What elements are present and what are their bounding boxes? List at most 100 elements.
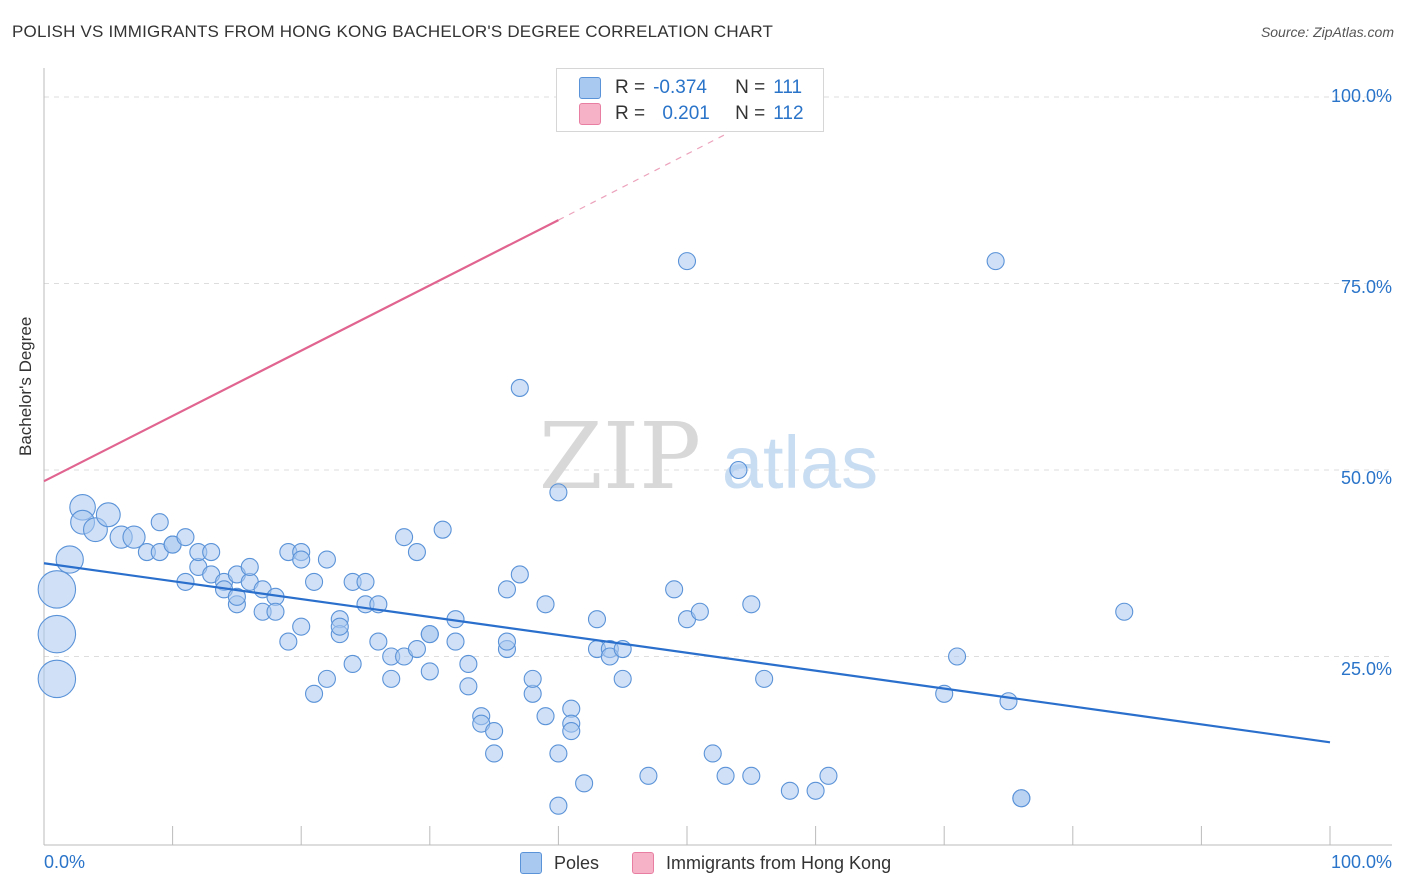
poles-point bbox=[549, 796, 568, 815]
poles-point bbox=[729, 460, 748, 480]
poles-legend-swatch bbox=[520, 852, 542, 874]
poles-point bbox=[690, 602, 709, 621]
trend-lines bbox=[43, 133, 1331, 744]
n-value-hk: 112 bbox=[773, 103, 804, 124]
poles-point bbox=[523, 669, 542, 688]
poles-point bbox=[279, 632, 298, 651]
poles-point bbox=[356, 572, 375, 591]
poles-legend-label: Poles bbox=[554, 852, 600, 873]
poles-point bbox=[613, 669, 632, 688]
n-label: N = bbox=[735, 103, 766, 124]
poles-point bbox=[227, 587, 246, 606]
poles-point bbox=[150, 513, 169, 532]
poles-point bbox=[986, 252, 1005, 271]
stats-legend: R = -0.374 N = 111 R = 0.201 N = 112 bbox=[556, 68, 824, 132]
y-tick-100: 100.0% bbox=[1330, 86, 1392, 106]
poles-point bbox=[433, 520, 452, 539]
poles-point bbox=[305, 684, 324, 703]
poles-point bbox=[240, 557, 259, 577]
poles-point bbox=[549, 744, 568, 763]
poles-point bbox=[292, 617, 311, 636]
series-legend: Poles Immigrants from Hong Kong bbox=[0, 852, 1406, 876]
chart-title: POLISH VS IMMIGRANTS FROM HONG KONG BACH… bbox=[12, 22, 774, 41]
poles-point bbox=[395, 528, 414, 547]
poles-swatch bbox=[579, 77, 601, 99]
source-credit: Source: ZipAtlas.com bbox=[1260, 24, 1394, 40]
poles-trend-line bbox=[43, 562, 1331, 744]
poles-point bbox=[317, 550, 336, 569]
poles-point bbox=[266, 602, 285, 621]
poles-point bbox=[459, 654, 478, 674]
n-value-poles: 111 bbox=[773, 77, 803, 98]
poles-point bbox=[497, 580, 517, 599]
poles-point bbox=[742, 595, 761, 614]
poles-point bbox=[446, 632, 465, 651]
poles-point bbox=[536, 595, 555, 614]
r-value-poles: -0.374 bbox=[653, 77, 707, 98]
poles-point bbox=[292, 550, 311, 569]
hk-trend-line bbox=[43, 219, 559, 483]
poles-point bbox=[122, 525, 146, 549]
axes bbox=[43, 68, 1392, 846]
poles-point bbox=[343, 654, 362, 674]
n-label: N = bbox=[735, 77, 766, 98]
poles-point bbox=[780, 781, 799, 800]
poles-point bbox=[485, 744, 504, 763]
poles-point bbox=[639, 766, 658, 785]
poles-point bbox=[407, 543, 426, 562]
hk-legend-label: Immigrants from Hong Kong bbox=[666, 852, 892, 873]
y-tick-50: 50.0% bbox=[1340, 468, 1392, 488]
poles-point bbox=[317, 669, 336, 688]
poles-point bbox=[677, 252, 697, 271]
poles-point bbox=[742, 766, 761, 785]
y-axis-label: Bachelor's Degree bbox=[16, 316, 35, 456]
poles-point bbox=[562, 722, 581, 741]
poles-points bbox=[37, 252, 1134, 815]
legend-item-poles[interactable]: Poles bbox=[520, 852, 599, 874]
poles-point bbox=[95, 502, 121, 528]
watermark: ZIP atlas bbox=[539, 403, 878, 510]
poles-point bbox=[806, 781, 825, 800]
poles-point bbox=[510, 565, 529, 584]
poles-point bbox=[1012, 789, 1031, 808]
poles-point bbox=[510, 378, 529, 397]
poles-point bbox=[755, 669, 774, 688]
poles-point bbox=[305, 572, 324, 591]
y-tick-25: 25.0% bbox=[1340, 659, 1392, 679]
x-tick-100: 100.0% bbox=[1330, 852, 1392, 872]
poles-point bbox=[536, 707, 555, 726]
poles-point bbox=[369, 632, 388, 651]
watermark-atlas: atlas bbox=[722, 421, 878, 504]
poles-point bbox=[497, 632, 517, 651]
poles-point bbox=[549, 483, 568, 502]
hk-trend-extension bbox=[558, 133, 726, 221]
poles-point bbox=[407, 639, 426, 659]
poles-point bbox=[330, 617, 349, 636]
hk-swatch bbox=[579, 103, 601, 125]
poles-point bbox=[176, 528, 195, 547]
poles-point bbox=[202, 543, 221, 562]
poles-point bbox=[37, 570, 77, 609]
x-tick-0: 0.0% bbox=[44, 852, 86, 872]
r-label: R = bbox=[615, 103, 646, 124]
poles-point bbox=[665, 580, 684, 599]
legend-item-hk[interactable]: Immigrants from Hong Kong bbox=[632, 852, 891, 874]
poles-point bbox=[999, 692, 1018, 711]
poles-point bbox=[575, 774, 594, 793]
poles-point bbox=[716, 766, 735, 785]
y-tick-75: 75.0% bbox=[1340, 277, 1392, 297]
poles-point bbox=[459, 677, 478, 696]
poles-point bbox=[37, 659, 77, 699]
poles-point bbox=[703, 744, 722, 763]
poles-point bbox=[420, 625, 439, 644]
legend-row-hk: R = 0.201 N = 112 bbox=[579, 101, 804, 127]
r-label: R = bbox=[615, 77, 646, 98]
legend-row-poles: R = -0.374 N = 111 bbox=[579, 75, 802, 101]
hk-legend-swatch bbox=[632, 852, 654, 874]
poles-point bbox=[948, 647, 967, 666]
poles-point bbox=[420, 662, 439, 681]
poles-point bbox=[382, 669, 401, 688]
poles-point bbox=[37, 614, 77, 654]
poles-point bbox=[485, 722, 504, 741]
